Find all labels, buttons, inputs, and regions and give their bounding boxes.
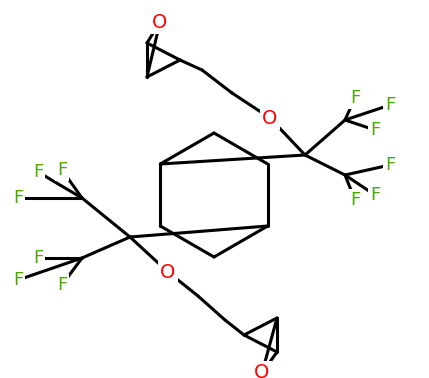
Text: F: F	[13, 189, 23, 207]
Text: F: F	[385, 156, 395, 174]
Text: F: F	[33, 163, 43, 181]
Text: O: O	[152, 12, 168, 31]
Text: F: F	[57, 276, 67, 294]
Text: O: O	[254, 364, 270, 378]
Text: F: F	[370, 186, 380, 204]
Text: O: O	[262, 108, 278, 127]
Text: F: F	[33, 249, 43, 267]
Text: F: F	[350, 191, 360, 209]
Text: F: F	[350, 89, 360, 107]
Text: F: F	[13, 271, 23, 289]
Text: F: F	[370, 121, 380, 139]
Text: F: F	[57, 161, 67, 179]
Text: F: F	[385, 96, 395, 114]
Text: O: O	[160, 262, 176, 282]
